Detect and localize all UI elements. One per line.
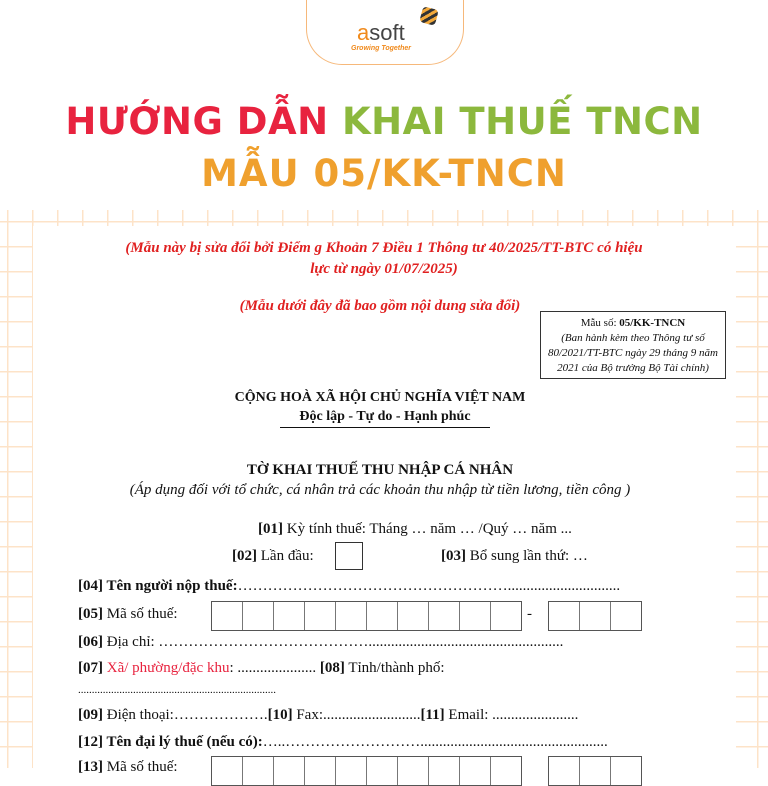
agent-tax-code-cells[interactable] [211, 756, 522, 786]
logo: asoft [357, 20, 405, 45]
form-number-box: Mẫu số: 05/KK-TNCN (Ban hành kèm theo Th… [540, 311, 726, 379]
field-07-08: [07] Xã/ phường/đặc khu: ...............… [78, 660, 445, 676]
document-paper [33, 226, 736, 768]
amend-note-2: lực từ ngày 01/07/2025) [310, 261, 458, 277]
motto: Độc lập - Tự do - Hạnh phúc [280, 409, 490, 428]
field-05-label: [05] Mã số thuế: [78, 606, 178, 622]
agent-tax-code-branch-cells[interactable] [548, 756, 642, 786]
nation-heading: CỘNG HOÀ XÃ HỘI CHỦ NGHĨA VIỆT NAM [234, 390, 526, 405]
headline: HƯỚNG DẪN KHAI THUẾ TNCN [65, 100, 703, 143]
headline-form-code: MẪU 05/KK-TNCN [201, 152, 567, 195]
field-04-taxpayer-name: [04] Tên người nộp thuế:…………………………………………… [78, 578, 621, 594]
amend-note-3: (Mẫu dưới đây đã bao gồm nội dung sửa đổ… [239, 298, 521, 314]
form-subtitle: (Áp dụng đối với tổ chức, cá nhân trả cá… [129, 482, 631, 498]
tagline: Growing Together [351, 45, 412, 52]
field-01-period: [01] Kỳ tính thuế: Tháng … năm … /Quý … … [258, 521, 572, 537]
field-03-supplement: [03] Bổ sung lần thứ: … [441, 548, 588, 564]
field-09-11-contact: [09] Điện thoại:……………….[10] Fax:........… [78, 707, 579, 723]
amend-note-1: (Mẫu này bị sửa đổi bởi Điểm g Khoản 7 Đ… [125, 240, 643, 256]
field-08-dots: ........................................… [78, 684, 276, 696]
tax-code-cells[interactable] [211, 601, 522, 631]
logo-card: asoft Growing Together [306, 0, 464, 65]
tax-code-dash: - [527, 606, 532, 622]
bee-logo-icon [419, 6, 439, 26]
form-title: TỜ KHAI THUẾ THU NHẬP CÁ NHÂN [246, 462, 514, 478]
tax-code-branch-cells[interactable] [548, 601, 642, 631]
field-06-address: [06] Địa chỉ: ……………………………………............… [78, 634, 564, 650]
field-12-tax-agent: [12] Tên đại lý thuế (nếu có):…..…………………… [78, 734, 608, 750]
first-time-checkbox[interactable] [335, 542, 363, 570]
field-02-first-time: [02] Lần đầu: [232, 548, 314, 564]
